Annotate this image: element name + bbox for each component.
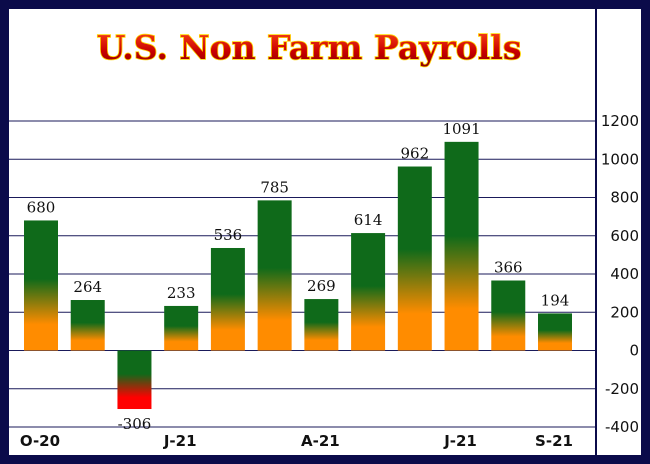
data-label-8: 962: [400, 145, 429, 163]
x-tick-label-4: S-21: [535, 432, 573, 450]
data-label-3: 233: [167, 284, 196, 302]
data-label-6: 269: [307, 277, 336, 295]
bar-10: [491, 280, 526, 351]
bar-chart: U.S. Non Farm Payrolls 680 264 -306 233 536 7…: [9, 9, 639, 455]
bar-6: [304, 299, 339, 351]
bars-group: [24, 141, 572, 410]
data-label-10: 366: [494, 259, 523, 277]
y-tick-label-6: 0: [629, 342, 639, 360]
y-tick-label-5: 200: [610, 303, 639, 321]
data-labels-group: 680 264 -306 233 536 785 269 614 962 1091 366 194: [27, 120, 570, 433]
bar-9: [444, 141, 479, 351]
bar-0: [24, 220, 58, 351]
y-tick-label-7: -200: [605, 380, 639, 398]
y-tick-label-0: 1200: [601, 112, 639, 130]
data-label-11: 194: [541, 291, 570, 309]
x-axis-ticks: O-20 J-21 A-21 J-21 S-21: [20, 432, 573, 450]
x-tick-label-1: J-21: [163, 432, 197, 450]
bar-1: [70, 300, 105, 351]
y-tick-label-4: 400: [610, 265, 639, 283]
grid-lines: [9, 120, 596, 428]
data-label-5: 785: [260, 178, 289, 196]
data-label-1: 264: [73, 278, 102, 296]
bar-8: [397, 166, 432, 351]
y-tick-label-3: 600: [610, 227, 639, 245]
data-label-2: -306: [118, 415, 152, 433]
bar-5: [257, 200, 292, 351]
data-label-9: 1091: [442, 120, 480, 138]
data-label-7: 614: [354, 211, 383, 229]
bar-4: [210, 247, 245, 351]
bar-2: [117, 350, 152, 410]
y-axis-ticks: 1200 1000 800 600 400 200 0 -200 -400: [601, 112, 639, 436]
bar-7: [351, 233, 386, 351]
y-tick-label-1: 1000: [601, 150, 639, 168]
bar-11: [538, 313, 572, 351]
data-label-4: 536: [214, 226, 243, 244]
bar-3: [164, 305, 199, 351]
y-tick-label-2: 800: [610, 189, 639, 207]
chart-panel: U.S. Non Farm Payrolls 680 264 -306 233 536 7…: [9, 9, 641, 455]
data-label-0: 680: [27, 198, 56, 216]
x-tick-label-2: A-21: [301, 432, 340, 450]
chart-title: U.S. Non Farm Payrolls: [97, 28, 522, 67]
y-tick-label-8: -400: [605, 418, 639, 436]
x-tick-label-3: J-21: [443, 432, 477, 450]
x-tick-label-0: O-20: [20, 432, 60, 450]
